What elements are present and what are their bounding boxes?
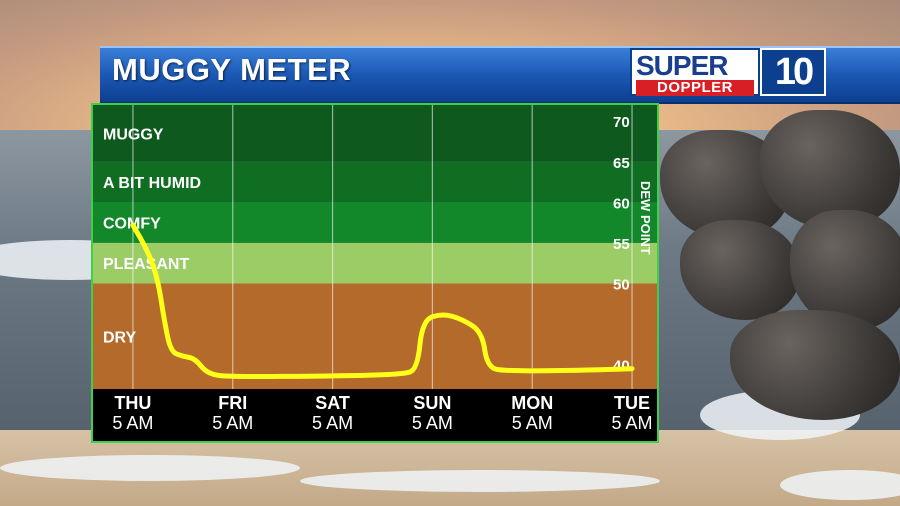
y-tick-label: 65 <box>613 155 630 172</box>
wave-foam <box>0 455 300 481</box>
rock <box>680 220 800 320</box>
band-pleasant <box>93 242 657 284</box>
y-tick-label: 50 <box>613 277 630 294</box>
band-label: PLEASANT <box>103 256 189 273</box>
dew-point-line <box>130 222 635 380</box>
x-tick-day: TUE <box>614 393 650 413</box>
station-logo: SUPER DOPPLER 10 <box>630 48 826 96</box>
wave-foam <box>300 470 660 492</box>
x-tick-day: FRI <box>218 393 247 413</box>
x-tick-day: THU <box>114 393 151 413</box>
logo-channel-mark: 10 <box>760 48 826 96</box>
x-tick-time: 5 AM <box>612 413 653 433</box>
x-axis-strip <box>93 389 657 441</box>
band-label: A BIT HUMID <box>103 175 201 192</box>
x-tick-day: MON <box>511 393 553 413</box>
band-muggy <box>93 105 657 162</box>
band-a-bit-humid <box>93 161 657 203</box>
rocks <box>640 110 900 430</box>
y-tick-label: 40 <box>613 358 630 375</box>
x-tick-time: 5 AM <box>512 413 553 433</box>
band-label: DRY <box>103 329 137 346</box>
y-tick-label: 55 <box>613 236 630 253</box>
x-tick-time: 5 AM <box>112 413 153 433</box>
y-tick-label: 60 <box>613 195 630 212</box>
rock <box>730 310 900 420</box>
x-tick-day: SAT <box>315 393 350 413</box>
logo-wordmark: SUPER DOPPLER <box>630 48 760 96</box>
y-tick-label: 70 <box>613 114 630 131</box>
muggy-meter-chart: MUGGY A BIT HUMID COMFY PLEASANT DRY THU 5 AM F… <box>91 103 659 443</box>
y-axis-label: DEW POINT <box>638 181 653 255</box>
logo-doppler-text: DOPPLER <box>636 80 754 96</box>
x-tick-day: SUN <box>413 393 451 413</box>
wave-foam <box>780 470 900 500</box>
x-tick-time: 5 AM <box>312 413 353 433</box>
logo-super-text: SUPER <box>636 50 728 81</box>
page-title: MUGGY METER <box>112 52 352 87</box>
x-tick-time: 5 AM <box>412 413 453 433</box>
x-tick-time: 5 AM <box>212 413 253 433</box>
band-comfy <box>93 202 657 243</box>
